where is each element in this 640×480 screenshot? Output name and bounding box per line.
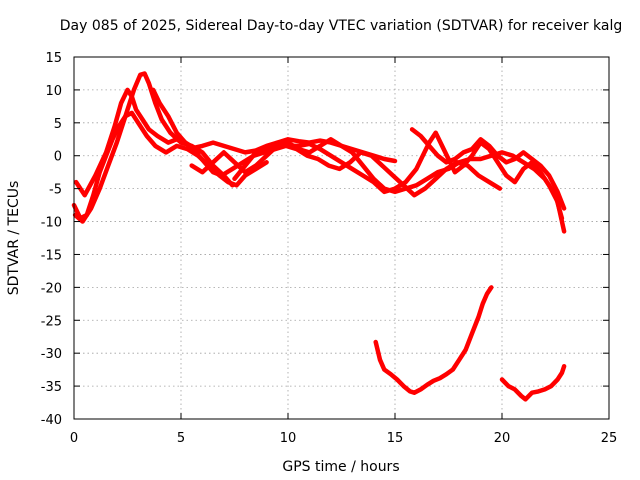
y-tick-label: -5: [49, 183, 62, 198]
grid: [74, 57, 609, 419]
y-tick-label: 0: [54, 150, 62, 165]
y-tick-label: 10: [45, 84, 62, 99]
y-tick-label: -15: [41, 248, 62, 263]
chart-title: Day 085 of 2025, Sidereal Day-to-day VTE…: [60, 18, 622, 34]
data-series-track-9: [499, 364, 567, 402]
plot-frame: [73, 56, 610, 420]
x-tick-label: 20: [494, 431, 511, 446]
y-tick-label: -10: [41, 216, 62, 231]
data-series-track-7: [409, 127, 567, 211]
data-series-track-6: [232, 130, 567, 234]
x-tick-label: 25: [601, 431, 618, 446]
data-series-track-5: [189, 137, 565, 221]
data-series-track-4: [150, 87, 503, 198]
y-tick-label: -40: [41, 413, 62, 428]
data-layer: [71, 71, 567, 402]
y-axis-label: SDTVAR / TECUs: [6, 181, 22, 296]
data-series-track-8: [373, 285, 494, 395]
x-tick-label: 15: [387, 431, 404, 446]
y-tick-label: -35: [41, 380, 62, 395]
x-tick-label: 5: [177, 431, 185, 446]
y-tick-label: -20: [41, 281, 62, 296]
x-axis-label: GPS time / hours: [282, 459, 399, 475]
y-tick-label: 15: [45, 51, 62, 66]
axis-ticks: 0 5 10 15 20 25 15 10 5 0 -5 -10 -15 -20 -25 -30 -35 -40: [41, 51, 618, 446]
data-series-track-2: [72, 71, 235, 224]
x-tick-label: 0: [70, 431, 78, 446]
x-tick-label: 10: [280, 431, 297, 446]
y-tick-label: -30: [41, 347, 62, 362]
y-tick-label: -25: [41, 314, 62, 329]
y-tick-label: 5: [54, 117, 62, 132]
